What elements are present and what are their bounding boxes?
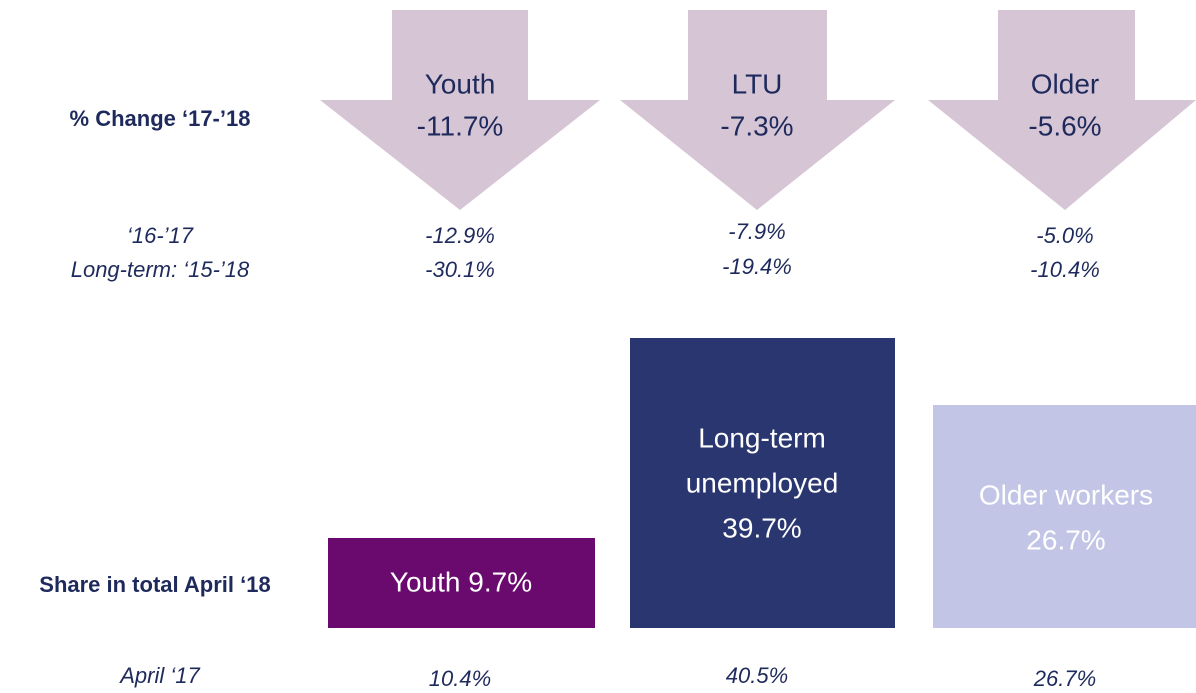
april17-value: 10.4% [429,666,491,691]
long-term-value: -19.4% [722,254,792,279]
arrow-change: -11.7% [417,110,504,141]
youth-box [328,538,595,628]
prev-value: -7.9% [728,219,785,244]
long-term-label: Long-term: ‘15-’18 [71,257,250,282]
prev-value: -12.9% [425,223,495,248]
long-term-value: -30.1% [425,257,495,282]
share-text: Long-term [698,422,826,453]
prev-label: ‘16-’17 [127,223,194,248]
long-term-value: -10.4% [1030,257,1100,282]
arrow [320,10,600,210]
change-label: % Change ‘17-’18 [70,106,251,131]
prev-value: -5.0% [1036,223,1093,248]
older-box [933,405,1196,628]
share-text: 26.7% [1026,524,1105,555]
arrow-name: LTU [732,68,783,99]
arrow-name: Youth [425,68,496,99]
arrow-change: -7.3% [720,110,793,141]
arrow [928,10,1196,210]
april17-label: April ‘17 [118,663,200,688]
share-text: unemployed [686,467,839,498]
arrow-name: Older [1031,68,1099,99]
ltu-box [630,338,895,628]
arrow-change: -5.6% [1028,110,1101,141]
share-text: Youth 9.7% [390,566,532,597]
share-text: 39.7% [722,512,801,543]
share-label: Share in total April ‘18 [39,572,270,597]
april17-value: 40.5% [726,663,788,688]
share-text: Older workers [979,479,1153,510]
arrow [620,10,895,210]
april17-value: 26.7% [1033,666,1096,691]
arrows [320,10,1196,210]
